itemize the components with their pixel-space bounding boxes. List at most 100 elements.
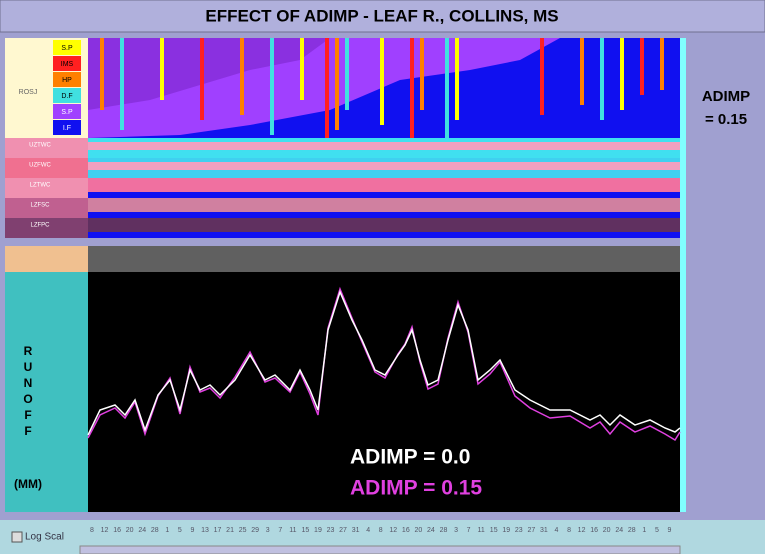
label-box bbox=[5, 246, 88, 272]
date-label: 31 bbox=[540, 527, 548, 534]
date-label: 20 bbox=[603, 527, 611, 534]
row-label: UZFWC bbox=[29, 163, 51, 169]
storage-area bbox=[88, 38, 330, 110]
spike bbox=[345, 38, 349, 110]
row-level bbox=[88, 192, 680, 198]
legend-label: S.P bbox=[61, 109, 73, 116]
date-label: 21 bbox=[226, 527, 234, 534]
spike bbox=[120, 38, 124, 130]
legend-label: HP bbox=[62, 77, 72, 84]
spike bbox=[455, 38, 459, 120]
spike bbox=[325, 38, 329, 150]
date-label: 27 bbox=[339, 527, 347, 534]
legend-swatch bbox=[53, 72, 81, 87]
date-label: 23 bbox=[327, 527, 335, 534]
runoff-plot bbox=[88, 272, 680, 512]
date-label: 16 bbox=[402, 527, 410, 534]
precip-strip bbox=[88, 246, 680, 272]
legend-label: S.P bbox=[61, 45, 73, 52]
date-label: 16 bbox=[113, 527, 121, 534]
runoff-line bbox=[87, 289, 681, 436]
checkbox-label[interactable]: Log Scal bbox=[25, 532, 64, 543]
title-bar bbox=[0, 0, 765, 33]
axis-letter: O bbox=[23, 392, 32, 406]
spike bbox=[445, 38, 449, 145]
legend-label: ADIMP = 0.15 bbox=[350, 477, 482, 500]
date-label: 19 bbox=[502, 527, 510, 534]
date-label: 13 bbox=[201, 527, 209, 534]
date-label: 3 bbox=[266, 527, 270, 534]
date-label: 20 bbox=[414, 527, 422, 534]
date-label: 20 bbox=[126, 527, 134, 534]
row-label: LZFSC bbox=[30, 203, 50, 209]
legend-label: IMS bbox=[61, 61, 74, 68]
spike bbox=[410, 38, 414, 140]
date-label: 16 bbox=[590, 527, 598, 534]
axis-letter: U bbox=[24, 360, 33, 374]
legend-swatch bbox=[53, 104, 81, 119]
axis-letter: F bbox=[24, 408, 31, 422]
date-label: 8 bbox=[567, 527, 571, 534]
row-label-box bbox=[5, 178, 88, 198]
date-label: 27 bbox=[527, 527, 535, 534]
row-level bbox=[88, 142, 680, 150]
date-label: 4 bbox=[366, 527, 370, 534]
date-label: 9 bbox=[190, 527, 194, 534]
legend-swatch bbox=[53, 40, 81, 55]
date-label: 5 bbox=[655, 527, 659, 534]
row-level bbox=[88, 232, 680, 238]
spike bbox=[660, 38, 664, 90]
date-label: 11 bbox=[289, 527, 296, 534]
row-label: LZTWC bbox=[30, 183, 51, 189]
legend-label: I.F bbox=[63, 125, 71, 132]
unit: (MM) bbox=[14, 477, 42, 491]
date-label: 8 bbox=[90, 527, 94, 534]
date-label: 8 bbox=[379, 527, 383, 534]
date-label: 12 bbox=[578, 527, 586, 534]
spike bbox=[100, 38, 104, 110]
spike bbox=[580, 38, 584, 105]
row-label: UZTWC bbox=[29, 143, 51, 149]
date-label: 23 bbox=[515, 527, 523, 534]
scrollbar[interactable] bbox=[79, 545, 681, 554]
spike bbox=[270, 38, 274, 135]
date-label: 7 bbox=[278, 527, 282, 534]
date-label: 24 bbox=[138, 527, 146, 534]
axis-letter: N bbox=[24, 376, 33, 390]
row-label-box bbox=[5, 218, 88, 238]
date-label: 29 bbox=[251, 527, 259, 534]
date-label: 28 bbox=[440, 527, 448, 534]
legend-swatch bbox=[53, 88, 81, 103]
spike bbox=[600, 38, 604, 120]
date-label: 1 bbox=[642, 527, 646, 534]
spike bbox=[300, 38, 304, 100]
date-label: 28 bbox=[151, 527, 159, 534]
legend-swatch bbox=[53, 120, 81, 135]
date-label: 11 bbox=[478, 527, 485, 534]
date-label: 3 bbox=[454, 527, 458, 534]
date-label: 1 bbox=[165, 527, 169, 534]
spike bbox=[640, 38, 644, 95]
row-level bbox=[88, 162, 680, 170]
row-label-box bbox=[5, 158, 88, 178]
row-label-box bbox=[5, 138, 88, 158]
row-level bbox=[88, 212, 680, 218]
date-label: 5 bbox=[178, 527, 182, 534]
checkbox[interactable] bbox=[11, 531, 23, 543]
date-label: 4 bbox=[555, 527, 559, 534]
spike bbox=[420, 38, 424, 110]
row-label: LZFPC bbox=[30, 223, 50, 229]
date-label: 28 bbox=[628, 527, 636, 534]
date-label: 17 bbox=[214, 527, 222, 534]
group-label: ROSJ bbox=[19, 89, 38, 96]
title: EFFECT OF ADIMP - LEAF R., COLLINS, MS bbox=[205, 6, 558, 25]
legend-label: D.F bbox=[61, 93, 72, 100]
spike bbox=[335, 38, 339, 130]
legend-label: ADIMP = 0.0 bbox=[350, 446, 470, 469]
date-label: 7 bbox=[467, 527, 471, 534]
date-label: 19 bbox=[314, 527, 322, 534]
date-label: 12 bbox=[389, 527, 397, 534]
border bbox=[680, 38, 686, 512]
spike bbox=[540, 38, 544, 115]
